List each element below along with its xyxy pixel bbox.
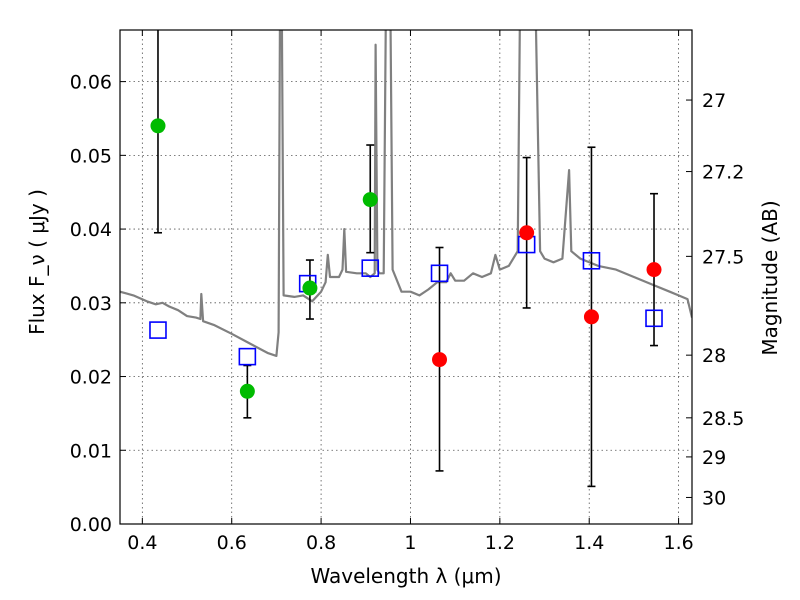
plot-frame xyxy=(119,29,693,525)
model-square-marker xyxy=(361,259,380,277)
y-tick-label: 0.06 xyxy=(70,72,112,94)
spectrum-line xyxy=(120,30,692,357)
y-tick-label: 0.02 xyxy=(70,367,112,389)
x-tick-label: 0.6 xyxy=(217,532,247,554)
x-tick-label: 0.4 xyxy=(127,532,157,554)
magnitude-tick-label: 27 xyxy=(702,90,726,112)
y-tick-label: 0.04 xyxy=(70,219,112,241)
data-markers xyxy=(149,118,663,399)
x-tick-label: 1.4 xyxy=(574,532,604,554)
magnitude-tick-label: 30 xyxy=(702,487,726,509)
grid-lines xyxy=(120,30,692,525)
magnitude-tick-label: 28.5 xyxy=(702,408,744,430)
axis-ticks: 0.4 0.6 0.8 1 1.2 1.4 1.6 0.00 0.01 0.02 0.03 0.04 0… xyxy=(70,30,744,554)
green-data-point xyxy=(150,118,166,134)
red-data-point xyxy=(646,262,662,278)
y-axis-label-right: Magnitude (AB) xyxy=(758,200,782,355)
x-tick-label: 1.2 xyxy=(485,532,515,554)
model-square-marker xyxy=(645,309,663,328)
x-tick-label: 1.6 xyxy=(663,532,693,554)
model-square-marker xyxy=(238,347,257,366)
y-axis-label-left: Flux F_ν ( μJy ) xyxy=(25,189,49,335)
y-tick-label: 0.01 xyxy=(70,440,112,462)
magnitude-tick-label: 29 xyxy=(702,447,726,469)
model-square-marker xyxy=(582,251,601,270)
y-tick-label: 0.03 xyxy=(70,293,112,315)
red-data-point xyxy=(432,352,448,368)
y-tick-label: 0.05 xyxy=(70,145,112,167)
x-tick-label: 1 xyxy=(404,532,416,554)
red-data-point xyxy=(583,309,599,325)
green-data-point xyxy=(302,280,318,296)
x-tick-label: 0.8 xyxy=(306,532,336,554)
model-square-marker xyxy=(430,264,449,283)
model-square-marker xyxy=(149,321,167,339)
red-data-point xyxy=(519,225,535,241)
magnitude-tick-label: 27.5 xyxy=(702,246,744,268)
x-axis-label: Wavelength λ (μm) xyxy=(310,564,501,588)
green-data-point xyxy=(362,192,378,208)
green-data-point xyxy=(239,383,255,399)
error-bars xyxy=(153,30,659,488)
model-spectrum xyxy=(120,30,692,357)
magnitude-tick-label: 28 xyxy=(702,345,726,367)
magnitude-tick-label: 27.2 xyxy=(702,162,744,184)
y-tick-label: 0.00 xyxy=(70,514,112,536)
